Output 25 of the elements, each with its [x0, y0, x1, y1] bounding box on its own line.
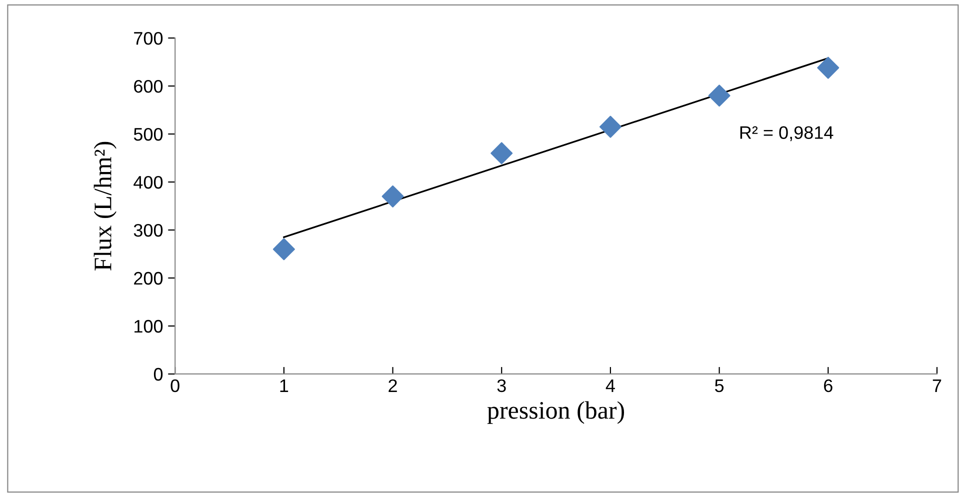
point — [708, 84, 730, 107]
point — [599, 116, 622, 138]
x-tick-label: 3 — [497, 379, 506, 392]
x-tick-label: 6 — [824, 379, 832, 392]
y-tick-label: 500 — [134, 128, 163, 141]
x-tick-label: 2 — [388, 379, 397, 392]
y-tick-label: 700 — [134, 32, 163, 45]
point — [490, 142, 513, 164]
annotation: R² = 0,9814 — [740, 126, 834, 142]
x-tick-label: 7 — [932, 380, 942, 392]
point — [817, 56, 840, 79]
y-tick-label: 200 — [134, 272, 163, 285]
y-tick-label: 300 — [134, 224, 163, 237]
x-tick-label: 5 — [715, 380, 724, 392]
x-tick-label: 1 — [280, 380, 288, 392]
x-tick-label: 0 — [170, 379, 180, 392]
y-tick-label: 400 — [134, 176, 163, 189]
y-axis-title: Flux (L/hm²) — [94, 142, 116, 270]
point — [382, 185, 404, 208]
y-tick-label: 0 — [154, 368, 163, 381]
x-tick-label: 4 — [606, 380, 615, 392]
x-axis-title: pression (bar) — [487, 401, 624, 424]
y-tick-label: 600 — [134, 80, 163, 93]
point — [272, 238, 295, 260]
y-tick-label: 100 — [134, 320, 163, 333]
